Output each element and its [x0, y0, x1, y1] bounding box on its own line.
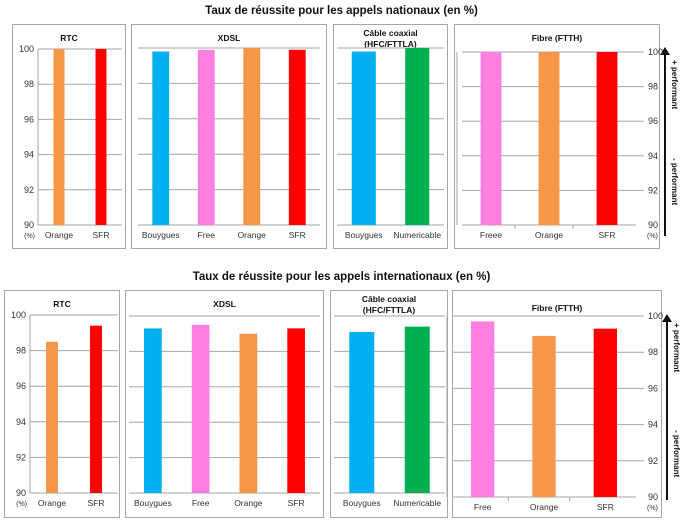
- x-category-label: Bouygues: [134, 498, 172, 508]
- y-tick-label: 100: [11, 310, 26, 320]
- x-category-label: SFR: [599, 230, 616, 240]
- x-category-label: SFR: [288, 498, 305, 508]
- y-tick-label: 100: [19, 44, 34, 54]
- bar-freee: [480, 52, 502, 225]
- x-category-label: Bouygues: [345, 230, 383, 240]
- y-tick-label: 100: [648, 47, 663, 57]
- panel-title: Câble coaxial: [363, 28, 418, 38]
- units-label: (%): [24, 233, 35, 240]
- panel-title: RTC: [53, 299, 71, 309]
- y-tick-label: 92: [16, 452, 26, 462]
- panel-title: Fibre (FTTH): [531, 303, 583, 313]
- bar-bouygues: [349, 331, 375, 493]
- y-tick-label: 96: [16, 381, 26, 391]
- y-tick-label: 96: [24, 114, 34, 124]
- y-tick-label: 94: [648, 151, 658, 161]
- bar-numericable: [405, 48, 430, 225]
- y-tick-label: 98: [24, 79, 34, 89]
- bar-sfr: [596, 52, 618, 225]
- section-title-international: Taux de réussite pour les appels interna…: [192, 271, 491, 283]
- x-category-label: Orange: [234, 498, 263, 508]
- x-category-label: Bouygues: [142, 230, 180, 240]
- x-category-label: Free: [474, 502, 492, 512]
- legend-plus-performant: + performant: [672, 323, 681, 373]
- panel-title: Fibre (FTTH): [531, 33, 583, 43]
- panel-title: RTC: [60, 33, 78, 43]
- bar-free: [191, 324, 210, 493]
- panel-title: Câble coaxial: [361, 294, 417, 304]
- y-tick-label: 98: [648, 347, 658, 357]
- bar-orange: [532, 335, 556, 497]
- bar-sfr: [95, 49, 107, 225]
- panel-title: XDSL: [213, 299, 236, 309]
- y-tick-label: 98: [16, 346, 26, 356]
- bar-orange: [53, 49, 65, 225]
- x-category-label: Free: [198, 230, 216, 240]
- bar-orange: [46, 341, 58, 493]
- x-category-label: Free: [192, 498, 210, 508]
- legend-minus-performant: - performant: [670, 158, 679, 206]
- y-tick-label: 92: [648, 456, 658, 466]
- bar-sfr: [288, 49, 306, 225]
- y-tick-label: 96: [648, 383, 658, 393]
- y-tick-label: 90: [648, 492, 658, 502]
- legend-minus-performant: - performant: [672, 430, 681, 478]
- bar-sfr: [287, 328, 305, 493]
- y-tick-label: 90: [16, 488, 26, 498]
- bar-free: [471, 321, 495, 497]
- bar-orange: [243, 48, 261, 225]
- bar-bouygues: [144, 328, 162, 493]
- y-tick-label: 100: [648, 311, 663, 321]
- units-label: (%): [647, 505, 658, 512]
- y-tick-label: 92: [24, 185, 34, 195]
- x-category-label: Numericable: [393, 498, 441, 508]
- x-category-label: Numericable: [393, 230, 441, 240]
- x-category-label: Orange: [535, 230, 564, 240]
- section-title-national: Taux de réussite pour les appels nationa…: [205, 5, 478, 17]
- performance-arrow-icon: [660, 47, 670, 236]
- x-category-label: SFR: [289, 230, 306, 240]
- x-category-label: Bouygues: [343, 498, 381, 508]
- y-tick-label: 92: [648, 185, 658, 195]
- y-tick-label: 98: [648, 82, 658, 92]
- x-category-label: Orange: [45, 230, 74, 240]
- y-tick-label: 94: [16, 417, 26, 427]
- y-tick-label: 90: [24, 220, 34, 230]
- panel-national-rtc: RTC: [12, 24, 126, 249]
- bar-bouygues: [351, 51, 376, 225]
- bar-free: [197, 49, 215, 225]
- x-category-label: SFR: [88, 498, 105, 508]
- x-category-label: Orange: [530, 502, 559, 512]
- x-category-label: Orange: [38, 498, 67, 508]
- x-category-label: Orange: [238, 230, 267, 240]
- bar-sfr: [593, 328, 617, 497]
- bar-bouygues: [152, 51, 170, 225]
- x-category-label: Freee: [480, 230, 502, 240]
- panel-title: XDSL: [217, 33, 241, 43]
- x-category-label: SFR: [93, 230, 110, 240]
- y-tick-label: 90: [648, 220, 658, 230]
- bar-orange: [538, 52, 560, 225]
- panel-title-sub: (HFC/FTTLA): [364, 39, 417, 49]
- y-tick-label: 94: [24, 150, 34, 160]
- bar-orange: [239, 333, 258, 493]
- x-category-label: SFR: [597, 502, 614, 512]
- y-tick-label: 94: [648, 420, 658, 430]
- legend-plus-performant: + performant: [670, 60, 679, 110]
- bar-numericable: [404, 326, 430, 493]
- panel-title-sub: (HFC/FTTLA): [362, 305, 416, 315]
- units-label: (%): [16, 501, 27, 508]
- bar-sfr: [90, 325, 102, 493]
- performance-arrow-icon: [662, 314, 672, 500]
- units-label: (%): [647, 233, 658, 240]
- y-tick-label: 96: [648, 116, 658, 126]
